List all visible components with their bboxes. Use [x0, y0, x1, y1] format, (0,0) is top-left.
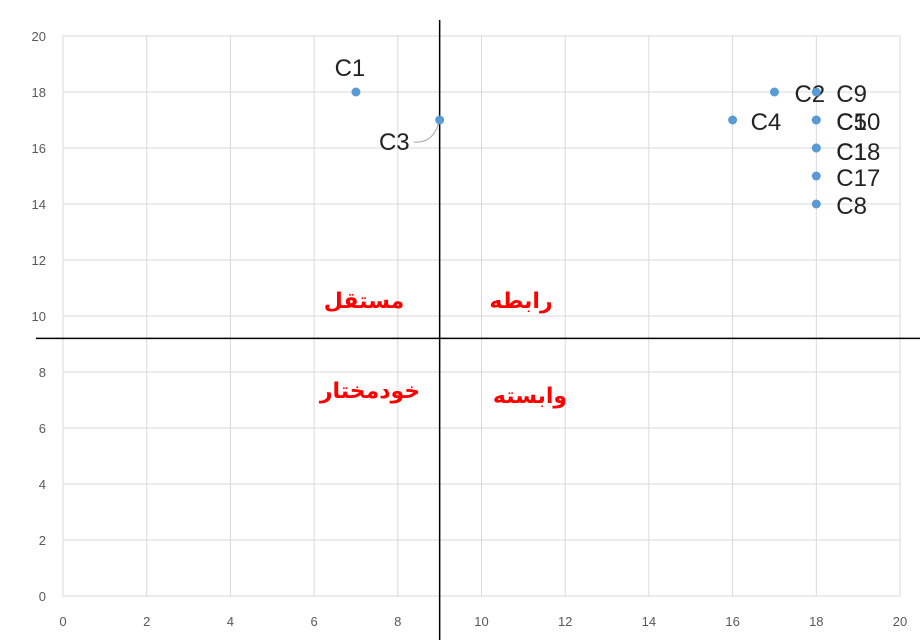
- y-tick-label: 16: [32, 141, 46, 156]
- x-tick-label: 0: [59, 614, 66, 629]
- x-tick-label: 20: [893, 614, 907, 629]
- data-point-label: C10: [836, 109, 880, 136]
- data-point-label: C5: [836, 109, 867, 136]
- data-point: [769, 87, 779, 97]
- data-point-label: C4: [751, 109, 782, 136]
- y-tick-label: 8: [39, 365, 46, 380]
- data-point-label: C2: [794, 81, 825, 108]
- data-point-label: C1: [836, 139, 867, 166]
- y-tick-label: 18: [32, 85, 46, 100]
- data-point-label: C8: [836, 193, 867, 220]
- x-tick-label: 12: [558, 614, 572, 629]
- quadrant-label-dependent: وابسته: [493, 384, 567, 409]
- data-point: [351, 87, 361, 97]
- x-tick-label: 16: [725, 614, 739, 629]
- x-tick-label: 8: [394, 614, 401, 629]
- label-leader-line: [413, 119, 441, 143]
- data-point: [811, 171, 821, 181]
- data-point: [435, 115, 445, 125]
- y-tick-label: 20: [32, 29, 46, 44]
- quadrant-label-linkage: رابطه: [489, 289, 552, 314]
- x-tick-label: 14: [642, 614, 656, 629]
- data-point-label: C17: [836, 165, 880, 192]
- y-tick-label: 2: [39, 533, 46, 548]
- x-tick-label: 2: [143, 614, 150, 629]
- data-point: [811, 143, 821, 153]
- data-point: [811, 87, 821, 97]
- data-point-label: C1: [335, 55, 366, 82]
- x-tick-label: 6: [310, 614, 317, 629]
- y-tick-label: 10: [32, 309, 46, 324]
- x-tick-label: 4: [227, 614, 234, 629]
- tick-labels: 0 2 4 6 8 10 12 14 16 18 20 0 2 4 6 8 10 12 14 16 18 20: [32, 29, 908, 629]
- data-point: [811, 199, 821, 209]
- data-point: [728, 115, 738, 125]
- x-tick-label: 10: [474, 614, 488, 629]
- quadrant-label-independent: مستقل: [324, 289, 404, 314]
- y-tick-label: 14: [32, 197, 46, 212]
- quadrant-dividers: [36, 20, 920, 640]
- y-tick-label: 4: [39, 477, 46, 492]
- data-point-label: C9: [836, 81, 867, 108]
- data-point: [811, 115, 821, 125]
- data-point-label: C3: [379, 129, 410, 156]
- quadrant-label-autonomous: خودمختار: [319, 379, 420, 404]
- y-tick-label: 0: [39, 589, 46, 604]
- data-point-label: C18: [836, 139, 880, 166]
- x-tick-label: 18: [809, 614, 823, 629]
- grid: [62, 35, 901, 597]
- y-tick-label: 12: [32, 253, 46, 268]
- y-tick-label: 6: [39, 421, 46, 436]
